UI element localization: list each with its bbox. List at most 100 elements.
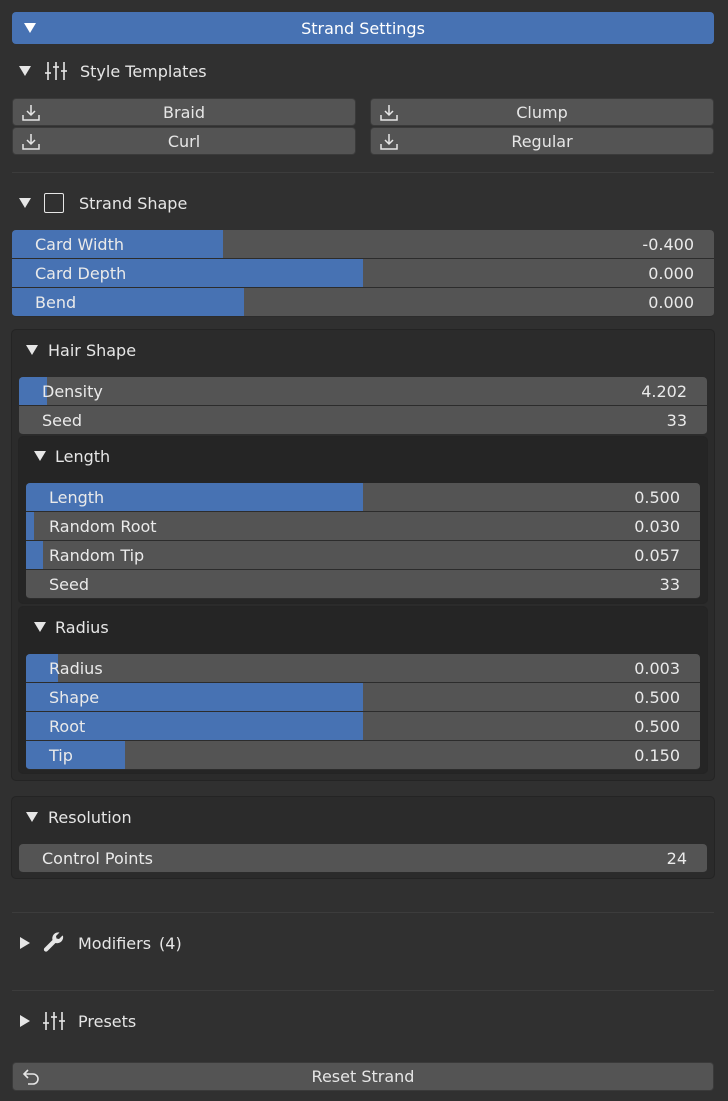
random-root-slider[interactable]: Random Root 0.030: [26, 512, 700, 541]
radius-slider[interactable]: Radius 0.003: [26, 654, 700, 683]
slider-label: Card Width: [35, 235, 124, 254]
seed-field[interactable]: Seed 33: [19, 406, 707, 435]
modifiers-title: Modifiers: [78, 933, 152, 953]
slider-value: 0.003: [634, 659, 680, 678]
collapse-triangle-icon: [34, 451, 46, 461]
modifiers-header[interactable]: Modifiers (4): [20, 927, 182, 959]
slider-label: Random Tip: [49, 546, 145, 565]
slider-label: Shape: [49, 688, 100, 707]
tip-slider[interactable]: Tip 0.150: [26, 741, 700, 770]
slider-value: 24: [666, 849, 687, 868]
hair-shape-title: Hair Shape: [48, 340, 137, 360]
header-title: Strand Settings: [301, 18, 425, 38]
slider-fill: [26, 741, 126, 769]
radius-title: Radius: [55, 617, 109, 637]
hair-shape-header[interactable]: Hair Shape: [26, 334, 136, 366]
slider-value: 4.202: [641, 382, 687, 401]
slider-fill: [12, 288, 244, 316]
resolution-header[interactable]: Resolution: [26, 801, 132, 833]
slider-value: 0.500: [634, 717, 680, 736]
slider-fill: [26, 541, 43, 569]
divider: [12, 990, 714, 991]
slider-fill: [26, 712, 363, 740]
density-slider[interactable]: Density 4.202: [19, 377, 707, 406]
slider-value: 33: [666, 411, 687, 430]
divider: [12, 912, 714, 913]
collapse-triangle-icon: [24, 23, 36, 33]
reset-strand-button[interactable]: Reset Strand: [12, 1062, 714, 1091]
undo-icon: [22, 1069, 39, 1085]
radius-header[interactable]: Radius: [34, 611, 109, 643]
slider-fill: [12, 230, 223, 258]
slider-value: 0.500: [634, 688, 680, 707]
regular-button[interactable]: Regular: [370, 127, 714, 155]
curl-button[interactable]: Curl: [12, 127, 356, 155]
sliders-icon: [43, 1012, 65, 1030]
collapse-triangle-icon: [26, 812, 38, 822]
length-seed-field[interactable]: Seed 33: [26, 570, 700, 599]
slider-label: Random Root: [49, 517, 157, 536]
slider-label: Radius: [49, 659, 103, 678]
collapse-triangle-icon: [19, 198, 31, 208]
slider-fill: [26, 683, 363, 711]
checkbox-icon[interactable]: [44, 193, 64, 213]
style-templates-header[interactable]: Style Templates: [19, 55, 207, 87]
braid-label: Braid: [163, 102, 205, 122]
slider-fill: [12, 259, 363, 287]
card-width-slider[interactable]: Card Width -0.400: [12, 230, 714, 259]
collapse-triangle-icon: [34, 622, 46, 632]
download-icon: [22, 105, 40, 121]
strand-shape-title: Strand Shape: [79, 193, 188, 213]
slider-value: 0.057: [634, 546, 680, 565]
divider: [12, 172, 714, 173]
expand-triangle-icon: [20, 1015, 30, 1027]
download-icon: [380, 105, 398, 121]
slider-value: 0.000: [648, 293, 694, 312]
collapse-triangle-icon: [19, 66, 31, 76]
slider-label: Control Points: [42, 849, 153, 868]
slider-value: 0.030: [634, 517, 680, 536]
length-title: Length: [55, 446, 111, 466]
style-templates-title: Style Templates: [80, 61, 207, 81]
length-header[interactable]: Length: [34, 440, 110, 472]
regular-label: Regular: [511, 131, 573, 151]
random-tip-slider[interactable]: Random Tip 0.057: [26, 541, 700, 570]
clump-label: Clump: [516, 102, 568, 122]
expand-triangle-icon: [20, 937, 30, 949]
length-slider[interactable]: Length 0.500: [26, 483, 700, 512]
slider-label: Length: [49, 488, 105, 507]
slider-value: 0.000: [648, 264, 694, 283]
reset-strand-label: Reset Strand: [311, 1067, 415, 1086]
slider-label: Density: [42, 382, 103, 401]
resolution-title: Resolution: [48, 807, 132, 827]
control-points-field[interactable]: Control Points 24: [19, 844, 707, 873]
root-slider[interactable]: Root 0.500: [26, 712, 700, 741]
strand-shape-header[interactable]: Strand Shape: [19, 187, 187, 219]
curl-label: Curl: [167, 131, 201, 151]
slider-label: Bend: [35, 293, 77, 312]
slider-label: Card Depth: [35, 264, 127, 283]
slider-label: Seed: [49, 575, 89, 594]
modifiers-count: (4): [159, 933, 182, 953]
slider-fill: [26, 512, 35, 540]
slider-label: Seed: [42, 411, 82, 430]
card-depth-slider[interactable]: Card Depth 0.000: [12, 259, 714, 288]
shape-slider[interactable]: Shape 0.500: [26, 683, 700, 712]
slider-value: 0.500: [634, 488, 680, 507]
bend-slider[interactable]: Bend 0.000: [12, 288, 714, 317]
slider-value: 33: [659, 575, 680, 594]
slider-fill: [26, 483, 363, 511]
slider-value: 0.150: [634, 746, 680, 765]
presets-title: Presets: [78, 1011, 137, 1031]
collapse-triangle-icon: [26, 345, 38, 355]
presets-header[interactable]: Presets: [20, 1005, 136, 1037]
slider-label: Root: [49, 717, 86, 736]
slider-fill: [19, 377, 47, 405]
sliders-icon: [45, 62, 67, 80]
strand-settings-header[interactable]: Strand Settings: [12, 12, 714, 44]
slider-label: Tip: [49, 746, 73, 765]
braid-button[interactable]: Braid: [12, 98, 356, 126]
clump-button[interactable]: Clump: [370, 98, 714, 126]
slider-value: -0.400: [642, 235, 694, 254]
download-icon: [22, 134, 40, 150]
